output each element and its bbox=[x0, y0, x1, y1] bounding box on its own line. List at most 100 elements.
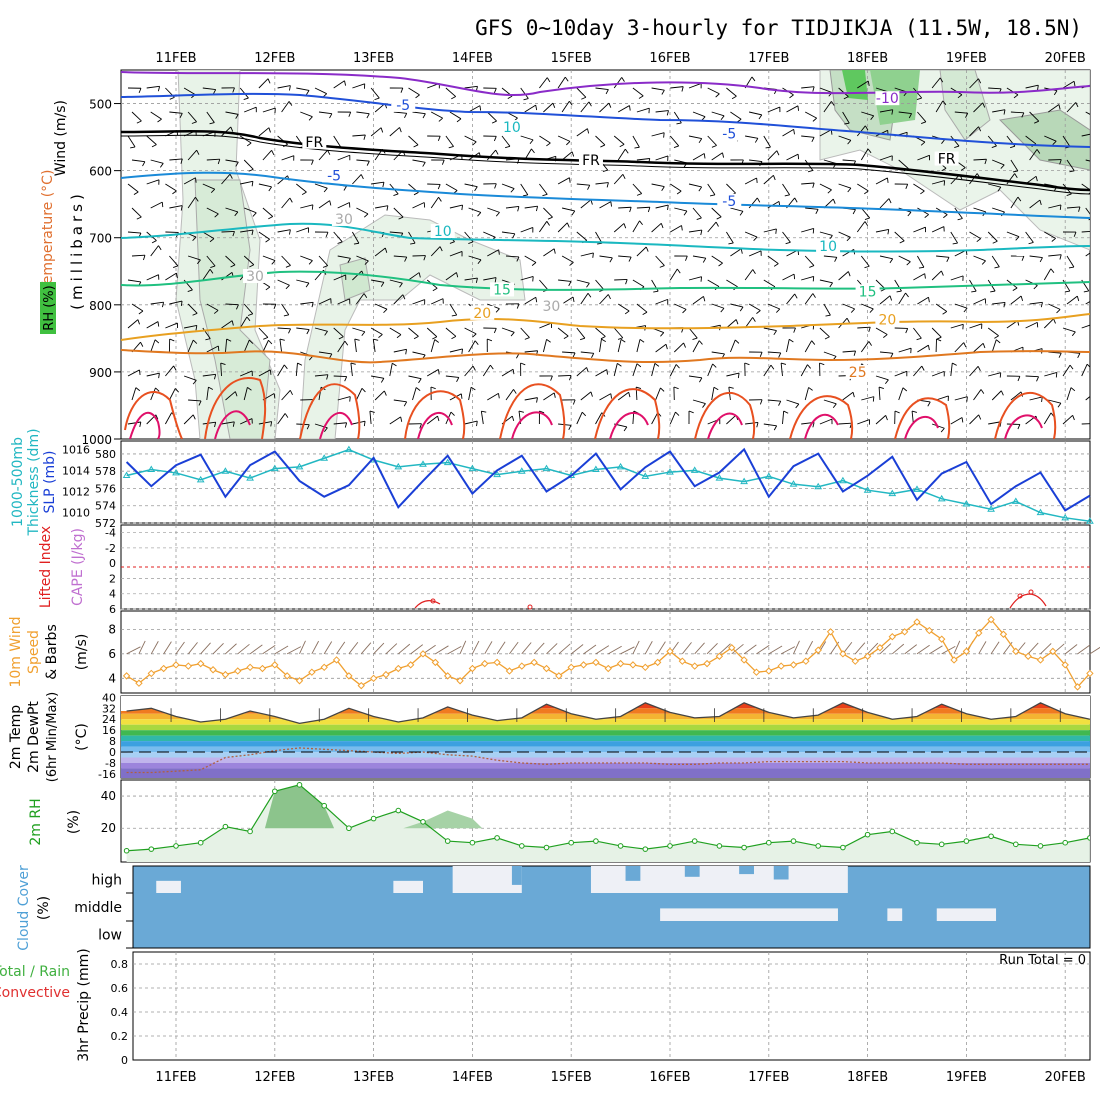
rh-point bbox=[840, 844, 846, 851]
wind-barb bbox=[372, 339, 376, 353]
wind-barb bbox=[599, 102, 610, 113]
pressure-tick-label: 700 bbox=[89, 232, 112, 246]
wind-barb-feather bbox=[990, 290, 996, 293]
contour-label-bg bbox=[470, 305, 495, 320]
pressure-tick-label: 600 bbox=[89, 165, 112, 179]
wind-barb bbox=[969, 414, 980, 425]
wind-speed-point bbox=[1086, 669, 1094, 678]
wind-barb bbox=[258, 421, 272, 425]
wind-speed-point bbox=[1012, 647, 1020, 656]
precip-axis: 00.20.40.60.8 bbox=[111, 958, 129, 1067]
wind-barb bbox=[258, 183, 272, 188]
wind-barb-feather bbox=[1037, 85, 1039, 91]
wind-barb bbox=[988, 87, 1002, 90]
wind-barb-feather bbox=[517, 206, 520, 212]
wind-barb bbox=[669, 411, 676, 425]
wind-barb bbox=[296, 279, 310, 284]
wind-barb bbox=[468, 207, 481, 213]
wind-barb-feather bbox=[308, 116, 313, 121]
thickness-point bbox=[320, 454, 329, 461]
precip-total-label: Total / Rain bbox=[0, 964, 70, 980]
wind-barb-feather bbox=[624, 310, 630, 315]
wind-barb bbox=[730, 111, 742, 120]
lifted-index-point bbox=[1028, 589, 1034, 595]
wind-barb bbox=[786, 399, 799, 405]
wind-barb-feather bbox=[363, 134, 366, 140]
thickness-tick-label: 576 bbox=[95, 482, 116, 495]
wind-barb-feather bbox=[563, 335, 569, 340]
cloud-gap bbox=[511, 866, 522, 885]
wind-barb bbox=[632, 87, 644, 97]
wind-speed-point bbox=[814, 646, 822, 654]
wind-speed-point bbox=[369, 674, 378, 683]
wind-barb bbox=[318, 255, 329, 266]
wind-barb-feather bbox=[198, 400, 202, 406]
wind-barb-feather bbox=[1012, 287, 1018, 291]
wind-barb bbox=[262, 255, 276, 261]
wind-speed-point bbox=[950, 656, 958, 664]
wind-barb-feather bbox=[673, 145, 679, 148]
wind-barb-feather bbox=[400, 87, 404, 93]
wind-barb bbox=[1029, 111, 1040, 122]
contour-label: -5 bbox=[722, 194, 736, 210]
wind-barb-feather bbox=[169, 96, 175, 100]
wind-barb-feather bbox=[994, 266, 1000, 269]
wind-barb-feather bbox=[347, 258, 351, 263]
wind-barb-feather bbox=[1039, 257, 1043, 263]
wind-barb bbox=[487, 249, 499, 257]
wind-barb bbox=[878, 387, 881, 401]
rh-point bbox=[543, 844, 550, 851]
wind-barb bbox=[352, 327, 365, 333]
wind-barb bbox=[1043, 412, 1052, 425]
temp-tick-label: 16 bbox=[102, 724, 116, 737]
wind-barb bbox=[636, 303, 648, 313]
wind-barb bbox=[987, 135, 997, 147]
wind-barb bbox=[655, 387, 661, 401]
cloud-block bbox=[156, 880, 181, 893]
surface-wind-barb bbox=[150, 641, 159, 655]
wind-barb bbox=[206, 387, 209, 401]
wind-barb-feather bbox=[744, 362, 750, 366]
wind-speed-point bbox=[678, 657, 687, 665]
wind-barb-feather bbox=[249, 264, 255, 268]
wind-barb-feather bbox=[692, 337, 698, 341]
thickness-point bbox=[789, 480, 798, 487]
wind-barb bbox=[355, 388, 363, 401]
wind-barb bbox=[524, 296, 537, 305]
wind-barb bbox=[763, 279, 776, 288]
wind-barb bbox=[333, 274, 346, 281]
wind-barb-feather bbox=[676, 268, 681, 274]
contour-label: 15 bbox=[859, 284, 877, 300]
thickness-point bbox=[1086, 517, 1094, 524]
wind-barb bbox=[468, 340, 476, 353]
wind-barb-feather bbox=[1069, 170, 1075, 173]
wind-barb-feather bbox=[353, 242, 359, 245]
surface-wind-barb bbox=[805, 640, 814, 655]
wind-barb-feather bbox=[663, 132, 665, 138]
wind-barb bbox=[879, 255, 893, 260]
wind-barb-feather bbox=[1096, 249, 1097, 254]
wind-barb-feather bbox=[209, 238, 215, 243]
wind-barb bbox=[669, 135, 680, 147]
wind-barb-feather bbox=[248, 339, 254, 344]
contour-25 bbox=[121, 349, 1090, 364]
wind-barb-feather bbox=[169, 338, 175, 342]
surface-wind-barb bbox=[237, 643, 250, 655]
wind-barb bbox=[431, 298, 444, 305]
wind-speed-point bbox=[530, 658, 538, 667]
wind-barb bbox=[1048, 254, 1062, 257]
wind-barb bbox=[505, 255, 519, 258]
wind-speed-point bbox=[221, 670, 230, 679]
wind-speed-point bbox=[987, 615, 995, 624]
wind-barb bbox=[1048, 399, 1062, 404]
wind-barb bbox=[1081, 230, 1090, 233]
wind-barb bbox=[281, 197, 291, 209]
wind-barb bbox=[860, 148, 869, 161]
wind-barb bbox=[262, 207, 274, 217]
contour-label: 30 bbox=[543, 299, 561, 315]
surface-wind-barb bbox=[373, 642, 385, 655]
wind-barb-feather bbox=[173, 265, 179, 268]
wind-barb bbox=[898, 387, 904, 401]
wind-barb bbox=[969, 78, 979, 89]
wind-barb bbox=[749, 111, 762, 116]
